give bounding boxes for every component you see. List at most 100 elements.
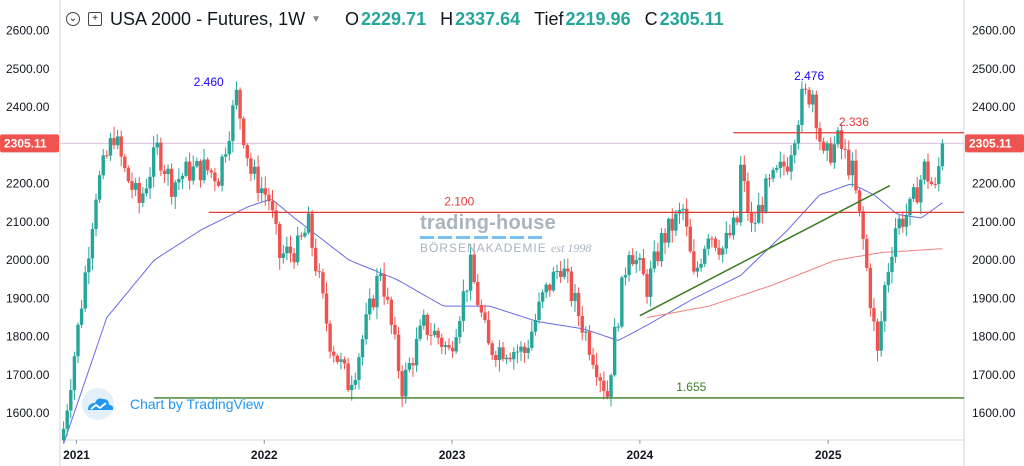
candle-body bbox=[87, 258, 91, 273]
candle-body bbox=[612, 326, 617, 376]
candle-body bbox=[386, 296, 390, 300]
candle-body bbox=[602, 380, 606, 392]
candle-body bbox=[249, 158, 253, 174]
level-label-2.336: 2.336 bbox=[839, 115, 869, 129]
moving-averages bbox=[63, 183, 943, 444]
candle-body bbox=[357, 357, 361, 380]
candle-body bbox=[695, 267, 700, 272]
chevron-down-icon[interactable]: ▼ bbox=[311, 13, 321, 25]
candle-body bbox=[270, 201, 275, 211]
candle-body bbox=[623, 275, 628, 278]
candle-body bbox=[558, 270, 563, 277]
candle-body bbox=[663, 233, 667, 243]
candle-body bbox=[432, 330, 437, 336]
candle-body bbox=[778, 161, 783, 168]
candle-body bbox=[720, 248, 725, 255]
candle-body bbox=[94, 199, 98, 230]
add-compare-icon[interactable]: + bbox=[88, 12, 102, 26]
candle-body bbox=[166, 168, 170, 175]
candle-body bbox=[465, 290, 469, 292]
candle-body bbox=[180, 175, 185, 180]
candle-body bbox=[713, 238, 718, 248]
candle-body bbox=[684, 208, 689, 227]
candle-body bbox=[886, 272, 891, 286]
candle-body bbox=[731, 217, 736, 236]
candle-body bbox=[472, 254, 476, 283]
watermark-est: est 1998 bbox=[551, 241, 592, 255]
candle-body bbox=[915, 187, 919, 203]
tradingview-logo[interactable]: Chart by TradingView bbox=[82, 388, 264, 420]
candle-body bbox=[404, 369, 408, 397]
candle-body bbox=[108, 138, 113, 156]
annotations: 2.100 2.336 1.655 2.460 2.476 bbox=[154, 69, 964, 399]
candle-body bbox=[573, 292, 577, 302]
candle-body bbox=[105, 155, 109, 157]
candle-body bbox=[922, 161, 927, 180]
y-tick-label-right: 1800.00 bbox=[972, 330, 1016, 344]
candle-body bbox=[130, 181, 134, 190]
candle-body bbox=[897, 218, 901, 229]
y-tick-label-right: 1700.00 bbox=[972, 368, 1016, 382]
candle-body bbox=[83, 272, 87, 309]
candle-body bbox=[605, 391, 610, 397]
candle-body bbox=[458, 320, 462, 338]
candle-body bbox=[378, 273, 383, 277]
candle-body bbox=[504, 357, 509, 360]
candle-body bbox=[299, 235, 304, 237]
candle-body bbox=[350, 384, 354, 391]
candle-body bbox=[454, 337, 458, 352]
level-label-1.655: 1.655 bbox=[676, 380, 706, 394]
candle-body bbox=[133, 182, 138, 190]
candle-body bbox=[479, 305, 484, 313]
candle-body bbox=[764, 178, 768, 212]
y-tick-label-left: 2000.00 bbox=[6, 253, 50, 267]
candle-body bbox=[76, 324, 80, 357]
candle-body bbox=[739, 164, 743, 223]
candle-body bbox=[364, 314, 368, 340]
candle-body bbox=[346, 363, 350, 391]
candle-body bbox=[314, 247, 318, 272]
candle-body bbox=[396, 334, 401, 372]
candle-body bbox=[576, 292, 581, 317]
candle-body bbox=[724, 232, 728, 249]
candle-body bbox=[335, 355, 340, 362]
y-tick-label-right: 2000.00 bbox=[972, 253, 1016, 267]
candle-body bbox=[688, 226, 692, 252]
candle-body bbox=[61, 428, 66, 440]
candle-body bbox=[760, 204, 765, 212]
candle-body bbox=[584, 331, 588, 333]
candle-body bbox=[785, 166, 790, 172]
candle-body bbox=[648, 268, 653, 297]
candle-body bbox=[281, 253, 285, 258]
symbol-title[interactable]: USA 2000 - Futures, 1W bbox=[110, 8, 306, 29]
candle-body bbox=[587, 331, 592, 355]
candle-body bbox=[306, 213, 311, 233]
candle-body bbox=[850, 160, 855, 176]
candle-body bbox=[241, 118, 246, 146]
candle-body bbox=[753, 222, 757, 224]
candle-body bbox=[616, 326, 620, 328]
candle-body bbox=[263, 188, 267, 195]
last-price-label-right: 2305.11 bbox=[969, 136, 1012, 150]
candle-body bbox=[919, 179, 923, 203]
candle-body bbox=[569, 271, 574, 302]
low-label: Tief bbox=[534, 8, 564, 29]
candle-body bbox=[371, 298, 376, 308]
candle-body bbox=[238, 89, 242, 119]
candle-body bbox=[728, 232, 732, 236]
collapse-icon[interactable]: ⌄ bbox=[66, 12, 80, 26]
candle-body bbox=[825, 143, 829, 151]
candle-body bbox=[659, 233, 664, 262]
candle-body bbox=[594, 364, 599, 378]
candle-body bbox=[144, 188, 149, 194]
candle-body bbox=[389, 299, 394, 325]
candle-body bbox=[519, 346, 523, 352]
y-tick-label-right: 1600.00 bbox=[972, 406, 1016, 420]
candle-body bbox=[443, 345, 448, 347]
candle-body bbox=[216, 181, 221, 186]
candle-body bbox=[65, 410, 69, 429]
peak-label-2.476: 2.476 bbox=[794, 69, 824, 83]
candle-body bbox=[742, 164, 747, 182]
candle-body bbox=[79, 308, 84, 325]
